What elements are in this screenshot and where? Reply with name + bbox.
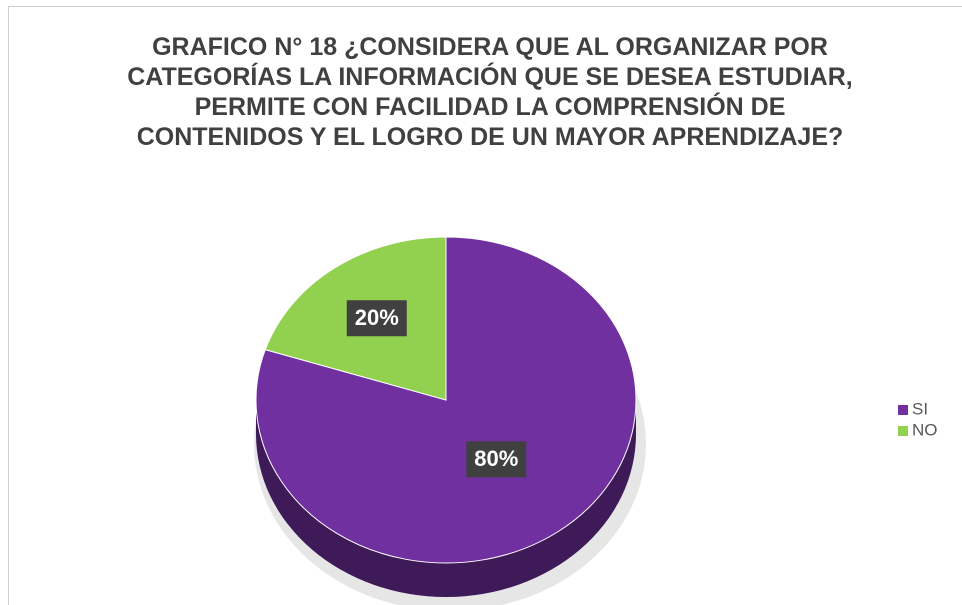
data-label: 20% xyxy=(355,305,399,330)
legend-label: SI xyxy=(912,399,928,418)
legend-label: NO xyxy=(912,420,938,439)
chart-frame xyxy=(8,6,962,605)
data-label: 80% xyxy=(474,446,518,471)
data-label-box xyxy=(466,441,527,478)
data-label-box xyxy=(346,300,407,337)
pie-side xyxy=(256,400,636,597)
legend-swatch xyxy=(898,426,908,436)
chart-title: GRAFICO N° 18 ¿CONSIDERA QUE AL ORGANIZA… xyxy=(127,33,853,151)
legend-swatch xyxy=(898,405,908,415)
pie-slice xyxy=(255,236,637,564)
